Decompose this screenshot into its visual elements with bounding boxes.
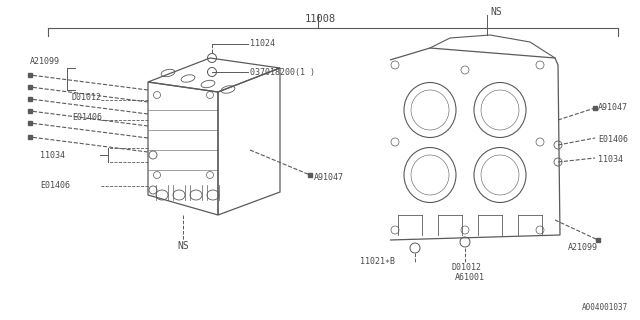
Text: E01406: E01406 <box>598 135 628 145</box>
Text: NS: NS <box>490 7 502 17</box>
Text: 037018200(1 ): 037018200(1 ) <box>250 68 315 76</box>
Text: A91047: A91047 <box>598 103 628 113</box>
Text: A21099: A21099 <box>568 244 598 252</box>
Text: NS: NS <box>177 241 189 251</box>
Text: E01406: E01406 <box>72 114 102 123</box>
Text: D01012: D01012 <box>452 263 482 273</box>
Text: E01406: E01406 <box>40 181 70 190</box>
Text: 11024: 11024 <box>250 39 275 49</box>
Text: A61001: A61001 <box>455 274 485 283</box>
Text: A004001037: A004001037 <box>582 303 628 312</box>
Text: 11034: 11034 <box>40 150 65 159</box>
Text: 11008: 11008 <box>305 14 335 24</box>
Text: 11034: 11034 <box>598 156 623 164</box>
Text: 11021∗B: 11021∗B <box>360 258 395 267</box>
Text: A91047: A91047 <box>314 173 344 182</box>
Text: D01012: D01012 <box>72 93 102 102</box>
Text: A21099: A21099 <box>30 58 60 67</box>
